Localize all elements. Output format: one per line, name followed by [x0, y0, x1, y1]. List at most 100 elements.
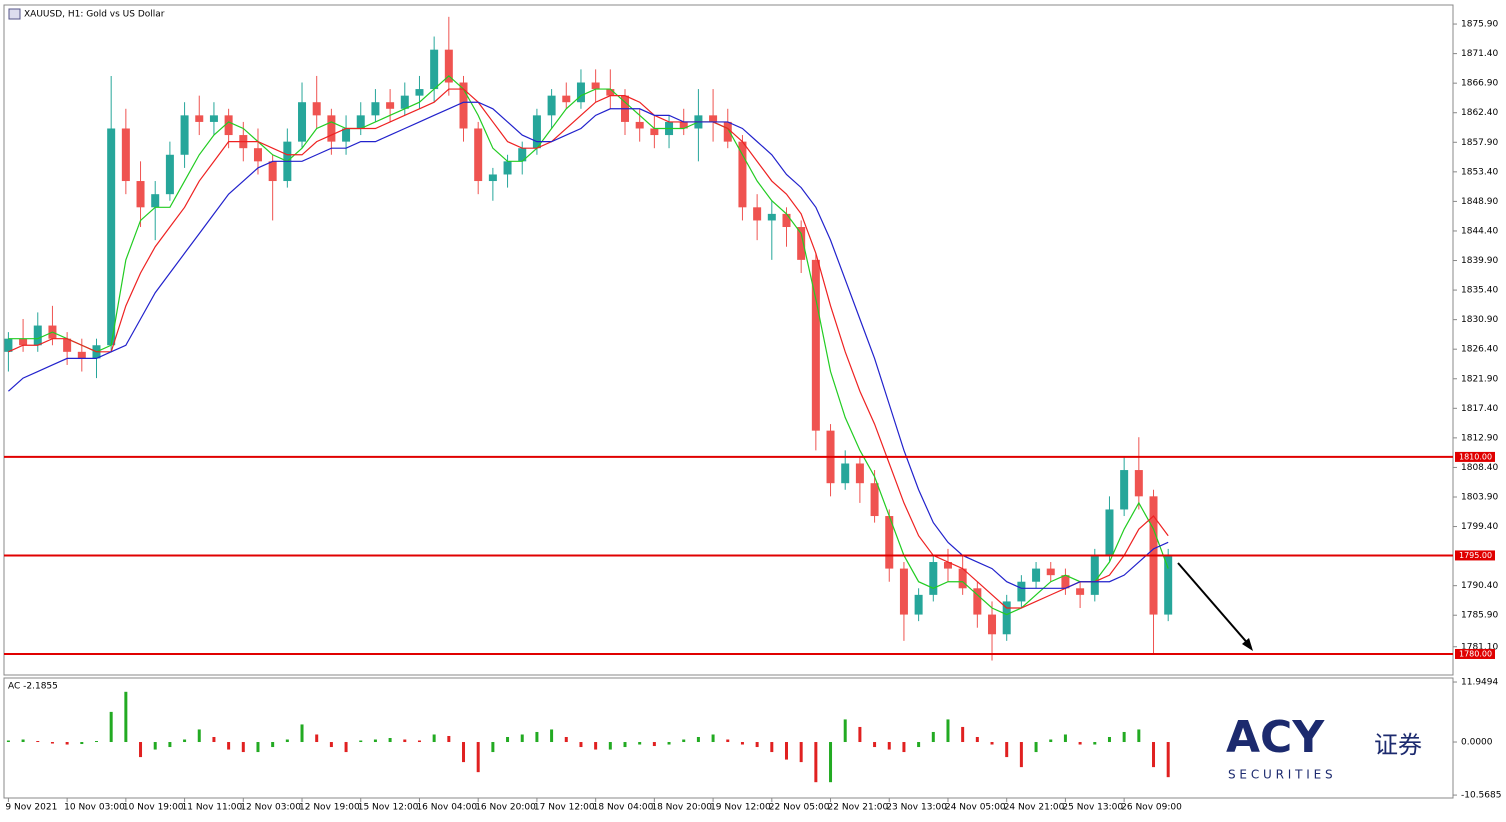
- ac-bar: [1107, 736, 1111, 743]
- ac-bar: [1093, 742, 1097, 745]
- candle-body: [518, 148, 527, 162]
- ac-bar: [535, 731, 539, 743]
- ac-bar: [858, 726, 862, 743]
- ac-bar: [432, 734, 436, 743]
- x-tick-label: 23 Nov 13:00: [886, 803, 947, 813]
- ac-bar: [212, 736, 216, 743]
- y-tick-label: 1808.40: [1461, 463, 1498, 473]
- y-tick-label: 1839.90: [1461, 256, 1498, 266]
- candle-body: [371, 102, 380, 116]
- candle-body: [929, 562, 938, 595]
- ac-bar: [1034, 742, 1038, 753]
- ac-bar: [271, 742, 275, 748]
- ac-bar: [520, 734, 524, 743]
- x-tick-label: 9 Nov 2021: [5, 803, 57, 813]
- level-label: 1780.00: [1459, 649, 1492, 658]
- candle-body: [77, 351, 86, 359]
- ac-bar: [256, 742, 260, 753]
- candle-body: [1090, 555, 1099, 595]
- ac-bar: [315, 734, 319, 743]
- arrow-head: [1242, 638, 1253, 651]
- ac-bar: [1049, 739, 1053, 743]
- ac-bar: [1122, 731, 1126, 743]
- y-tick-label: 0.0000: [1461, 738, 1493, 748]
- ac-bar: [961, 726, 965, 743]
- level-label-bg: [1455, 550, 1495, 561]
- y-tick-label: 1817.40: [1461, 404, 1498, 414]
- candle-body: [444, 49, 453, 83]
- x-tick-label: 12 Nov 03:00: [240, 803, 301, 813]
- ac-bar: [931, 731, 935, 743]
- ac-bar: [711, 734, 715, 743]
- candle-body: [1032, 568, 1041, 582]
- ac-bar: [36, 741, 40, 743]
- ac-bar: [638, 742, 642, 745]
- x-tick-label: 25 Nov 13:00: [1062, 803, 1123, 813]
- level-label: 1795.00: [1459, 551, 1492, 560]
- ac-bar: [197, 729, 201, 743]
- ac-bar: [755, 742, 759, 748]
- ac-bar: [1078, 742, 1082, 745]
- ac-bar: [814, 742, 818, 783]
- ac-bar: [241, 742, 245, 753]
- ac-bar: [902, 742, 906, 753]
- candle-body: [180, 115, 189, 155]
- y-tick-label: 1875.90: [1461, 20, 1498, 30]
- candle-body: [415, 89, 424, 96]
- moving-average: [8, 88, 1169, 609]
- ac-bar: [946, 719, 950, 743]
- candle-body: [121, 128, 130, 182]
- ac-bar: [168, 742, 172, 748]
- ac-bar: [462, 742, 466, 763]
- x-tick-label: 24 Nov 05:00: [945, 803, 1006, 813]
- candle-body: [400, 95, 409, 109]
- logo: ACY 证券 S E C U R I T I E S: [1226, 712, 1422, 782]
- ac-title: AC -2.1855: [8, 682, 58, 692]
- ac-frame: [3, 677, 1454, 799]
- ac-bar: [696, 736, 700, 743]
- ac-bar: [594, 742, 598, 750]
- ac-bar: [139, 742, 143, 758]
- candle-body: [19, 338, 28, 346]
- candle-body: [298, 102, 307, 142]
- x-tick-label: 16 Nov 20:00: [475, 803, 536, 813]
- y-tick-label: 1821.90: [1461, 374, 1498, 384]
- ac-bar: [183, 739, 187, 743]
- candle-body: [635, 121, 644, 129]
- candle-body: [988, 614, 997, 635]
- ac-bar: [1063, 734, 1067, 743]
- candle-body: [459, 82, 468, 129]
- x-tick-label: 15 Nov 12:00: [358, 803, 419, 813]
- y-tick-label: 1862.40: [1461, 108, 1498, 118]
- level-label-bg: [1455, 451, 1495, 462]
- x-tick-label: 11 Nov 11:00: [182, 803, 243, 813]
- candle-body: [855, 463, 864, 484]
- candle-body: [356, 115, 365, 129]
- x-tick-label: 26 Nov 09:00: [1121, 803, 1182, 813]
- candle-body: [709, 115, 718, 122]
- x-tick-label: 22 Nov 05:00: [769, 803, 830, 813]
- ac-bar: [1137, 729, 1141, 743]
- ac-bar: [124, 691, 128, 743]
- ac-bar: [975, 736, 979, 743]
- x-tick-label: 16 Nov 04:00: [416, 803, 477, 813]
- candle-body: [4, 338, 13, 352]
- y-tick-label: 1835.40: [1461, 286, 1498, 296]
- ac-bar: [784, 742, 788, 760]
- ac-bar: [682, 739, 686, 743]
- ac-bar: [564, 736, 568, 743]
- candle-body: [723, 121, 732, 142]
- x-tick-label: 24 Nov 21:00: [1004, 803, 1065, 813]
- ac-bar: [726, 739, 730, 743]
- y-tick-label: 1857.90: [1461, 138, 1498, 148]
- y-tick-label: 1853.40: [1461, 167, 1498, 177]
- ac-bar: [21, 739, 25, 743]
- x-tick-label: 18 Nov 04:00: [593, 803, 654, 813]
- candle-body: [136, 181, 145, 208]
- ac-bar: [491, 742, 495, 753]
- ac-bar: [667, 742, 671, 745]
- y-tick-label: 1848.90: [1461, 197, 1498, 207]
- ac-bar: [109, 711, 113, 743]
